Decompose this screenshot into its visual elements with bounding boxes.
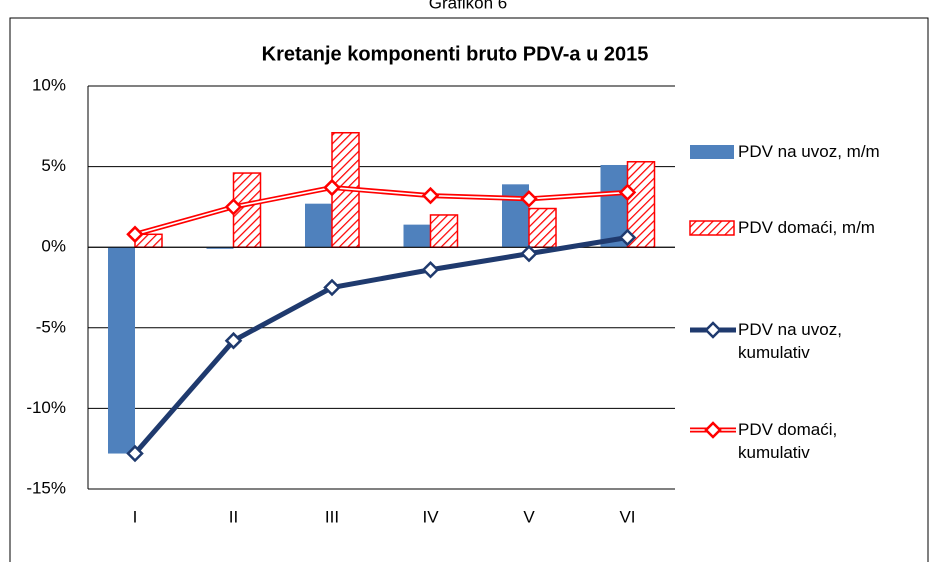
x-tick-label: IV: [422, 507, 439, 526]
bar: [108, 247, 135, 454]
y-tick-label: 10%: [32, 75, 66, 94]
bar: [429, 214, 459, 248]
bar: [502, 184, 529, 248]
legend-label: PDV domaći, kumulativ: [738, 420, 838, 462]
marker: [126, 225, 144, 244]
marker: [618, 228, 637, 247]
line-inner: [134, 186, 628, 236]
frame: [9, 17, 929, 562]
marker: [323, 278, 341, 297]
marker: [126, 444, 144, 463]
y-tick-label: -15%: [26, 478, 66, 497]
marker: [618, 183, 637, 202]
header: Grafikon 6: [429, 0, 507, 12]
legend-label: PDV domaći, m/m: [738, 218, 875, 237]
legend-marker: [704, 421, 722, 439]
x-tick-label: II: [229, 507, 238, 526]
marker: [323, 178, 341, 197]
legend-marker: [704, 321, 722, 339]
marker: [421, 261, 440, 279]
y-tick-label: -10%: [26, 398, 66, 417]
x-tick-label: III: [325, 507, 339, 526]
legend-swatch: [690, 145, 734, 159]
marker: [520, 244, 538, 263]
x-tick-label: V: [523, 507, 535, 526]
legend-label: PDV na uvoz, kumulativ: [738, 320, 842, 362]
y-tick-label: -5%: [36, 317, 66, 336]
marker: [421, 186, 440, 205]
line: [133, 235, 628, 456]
bar: [403, 224, 431, 248]
chart-title: Kretanje komponenti bruto PDV-a u 2015: [262, 43, 649, 65]
marker: [224, 198, 243, 216]
legend-swatch: [689, 220, 735, 236]
marker: [520, 190, 538, 208]
y-tick-label: 5%: [41, 156, 66, 175]
bar: [305, 203, 332, 248]
marker: [224, 331, 243, 350]
bar: [528, 207, 557, 248]
y-tick-label: 0%: [41, 237, 66, 256]
x-tick-label: I: [133, 507, 138, 526]
bar: [206, 247, 234, 249]
legend-label: PDV na uvoz, m/m: [738, 142, 880, 161]
x-tick-label: VI: [619, 507, 635, 526]
